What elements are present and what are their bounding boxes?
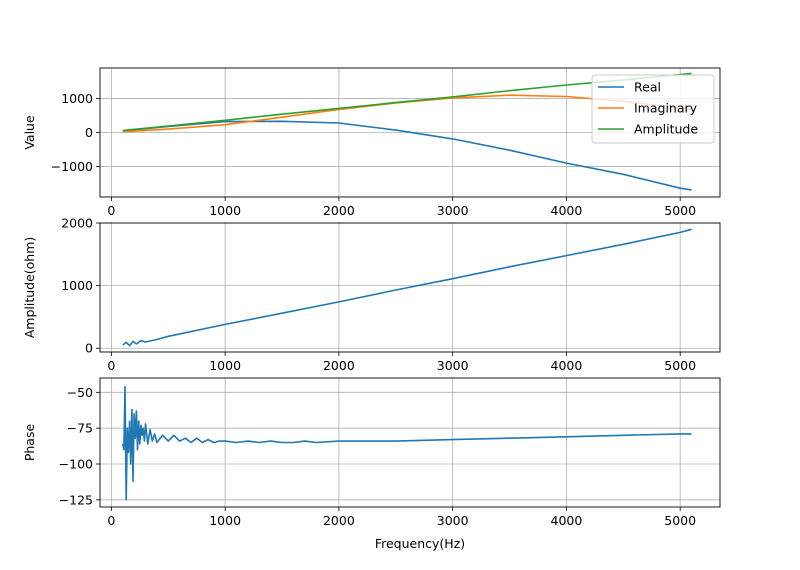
x-tick-label: 1000: [209, 203, 241, 218]
legend-label-real: Real: [634, 80, 661, 95]
legend-box: [591, 74, 715, 144]
y-axis-label: Value: [22, 115, 37, 150]
legend: Real Imaginary Amplitude: [591, 74, 715, 144]
x-tick-label: 0: [107, 203, 115, 218]
plot-frame: [99, 222, 721, 353]
y-tick-label: −75: [67, 421, 93, 436]
plot-frame: [99, 377, 721, 508]
x-tick-label: 4000: [551, 513, 583, 528]
y-tick-label: 1000: [61, 278, 93, 293]
x-tick-label: 2000: [323, 513, 355, 528]
y-axis-label: Amplitude(ohm): [22, 237, 37, 339]
y-axis-label: Phase: [22, 424, 37, 462]
x-tick-label: 2000: [323, 203, 355, 218]
x-tick-label: 2000: [323, 358, 355, 373]
subplot-3: 0 1000 2000 3000 4000 5000 −125 −100 −75 −50 Phase…: [22, 377, 721, 551]
x-tick-label: 5000: [664, 203, 696, 218]
x-tick-label: 3000: [437, 203, 469, 218]
x-axis-label: Frequency(Hz): [375, 536, 465, 551]
y-tick-label: 0: [85, 125, 93, 140]
y-tick-label: −50: [67, 385, 93, 400]
x-tick-label: 3000: [437, 513, 469, 528]
x-tick-label: 5000: [664, 513, 696, 528]
x-tick-label: 4000: [551, 358, 583, 373]
y-tick-label: −125: [59, 492, 93, 507]
x-tick-label: 0: [107, 513, 115, 528]
legend-label-amplitude: Amplitude: [634, 122, 698, 137]
legend-label-imaginary: Imaginary: [634, 101, 698, 116]
subplot-2: 0 1000 2000 3000 4000 5000 0 1000 2000 Amplitude(…: [22, 216, 721, 373]
y-tick-label: 2000: [61, 216, 93, 231]
x-tick-label: 0: [107, 358, 115, 373]
series-line-real: [122, 120, 692, 191]
series-line-1: [122, 385, 692, 501]
series-line-1: [122, 228, 692, 347]
y-tick-label: 0: [85, 341, 93, 356]
y-tick-label: 1000: [61, 91, 93, 106]
x-tick-label: 1000: [209, 513, 241, 528]
x-tick-label: 3000: [437, 358, 469, 373]
x-tick-label: 1000: [209, 358, 241, 373]
y-tick-label: −100: [59, 457, 93, 472]
y-tick-label: −1000: [51, 159, 93, 174]
subplot-1: 0 1000 2000 3000 4000 5000 −1000 0 1000 Value Real…: [22, 67, 721, 218]
x-tick-label: 4000: [551, 203, 583, 218]
x-tick-label: 5000: [664, 358, 696, 373]
